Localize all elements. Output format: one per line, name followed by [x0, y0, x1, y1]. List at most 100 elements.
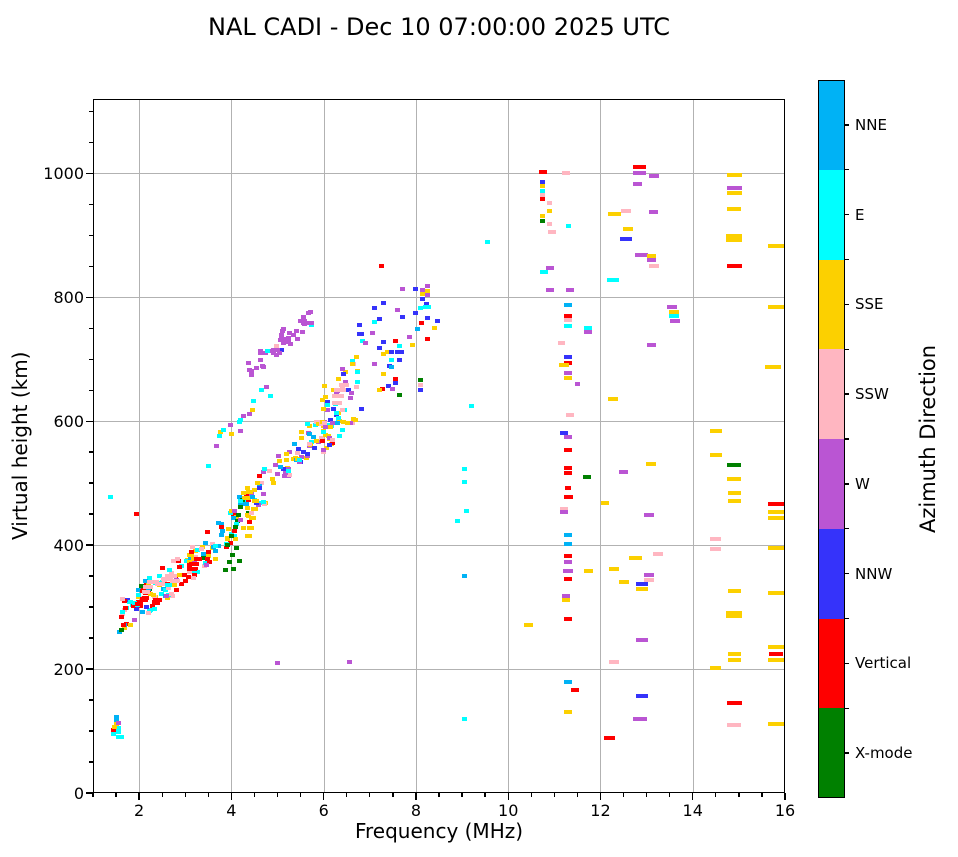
data-point: [237, 428, 243, 433]
colorbar-tick: [845, 707, 849, 709]
data-point: [540, 197, 546, 202]
data-point: [136, 599, 142, 604]
data-point: [311, 435, 317, 440]
data-point: [726, 237, 743, 242]
data-point: [157, 574, 163, 579]
data-point: [380, 386, 386, 391]
data-point: [397, 392, 403, 397]
data-point: [461, 479, 467, 484]
data-point: [321, 407, 326, 412]
data-point: [247, 519, 253, 524]
data-point: [235, 519, 241, 524]
data-point: [258, 500, 264, 505]
data-point: [166, 567, 172, 572]
data-point: [279, 335, 285, 340]
data-point: [584, 568, 594, 573]
data-point: [337, 434, 343, 439]
data-point: [248, 510, 254, 515]
data-point: [298, 318, 304, 323]
data-point: [270, 481, 276, 486]
data-point: [220, 528, 226, 533]
data-point: [582, 474, 591, 479]
data-point: [618, 580, 629, 585]
x-tick-label: 6: [318, 801, 329, 820]
data-point: [185, 574, 191, 579]
data-point: [376, 316, 382, 321]
data-point: [118, 628, 124, 633]
data-point: [540, 269, 549, 274]
data-point: [120, 623, 126, 628]
data-point: [233, 545, 239, 550]
y-tick-label: 1000: [43, 164, 84, 184]
data-point: [259, 480, 265, 485]
data-point: [357, 332, 365, 337]
data-point: [354, 384, 360, 389]
x-tick-label: 10: [498, 801, 519, 820]
data-point: [564, 559, 573, 564]
data-point: [191, 557, 197, 562]
data-point: [230, 516, 236, 521]
y-axis-tick: [89, 389, 93, 391]
data-point: [245, 505, 251, 510]
data-point: [282, 337, 288, 342]
data-point: [649, 210, 659, 215]
data-point: [192, 573, 198, 578]
data-point: [397, 358, 403, 363]
data-point: [270, 348, 276, 353]
data-point: [142, 589, 151, 594]
data-point: [216, 521, 222, 526]
data-point: [143, 605, 149, 610]
data-point: [399, 287, 405, 292]
data-point: [156, 598, 162, 603]
y-axis-label: Virtual height (km): [8, 351, 32, 541]
data-point: [118, 735, 124, 740]
data-point: [340, 428, 346, 433]
data-point: [276, 458, 282, 463]
data-point: [136, 592, 142, 597]
x-axis-tick: [369, 793, 371, 797]
colorbar-tick: [845, 572, 849, 575]
data-point: [726, 701, 742, 706]
data-point: [328, 418, 334, 423]
data-point: [261, 502, 267, 507]
data-point: [381, 372, 387, 377]
y-tick-label: 400: [53, 536, 84, 556]
data-point: [583, 329, 592, 334]
data-point: [359, 406, 365, 411]
data-point: [271, 351, 277, 356]
data-point: [298, 455, 304, 460]
data-point: [303, 456, 309, 461]
data-point: [670, 318, 681, 323]
data-point: [648, 264, 659, 269]
data-point: [435, 318, 441, 323]
colorbar-segment-vertical: [818, 618, 845, 709]
gridline-horizontal: [93, 545, 785, 547]
data-point: [254, 366, 260, 371]
data-point: [134, 511, 140, 516]
x-axis-tick: [184, 793, 186, 797]
y-axis-tick: [89, 761, 93, 763]
data-point: [118, 614, 124, 619]
colorbar-category-label: NNE: [855, 115, 887, 134]
data-point: [278, 465, 284, 470]
data-point: [261, 500, 267, 505]
data-point: [165, 573, 178, 578]
data-point: [170, 558, 176, 563]
x-axis-tick: [645, 793, 648, 797]
data-point: [205, 549, 211, 554]
data-point: [709, 453, 722, 458]
y-axis-tick: [89, 482, 93, 484]
data-point: [362, 340, 368, 345]
y-axis-tick: [89, 327, 93, 329]
data-point: [710, 536, 722, 541]
x-axis-tick: [507, 793, 509, 800]
x-axis-tick: [161, 793, 163, 797]
data-point: [108, 495, 114, 500]
data-point: [710, 665, 722, 670]
data-point: [381, 352, 387, 357]
x-axis-tick: [692, 793, 694, 800]
data-point: [213, 548, 219, 553]
data-point: [653, 551, 664, 556]
data-point: [564, 376, 573, 381]
data-point: [214, 444, 220, 448]
